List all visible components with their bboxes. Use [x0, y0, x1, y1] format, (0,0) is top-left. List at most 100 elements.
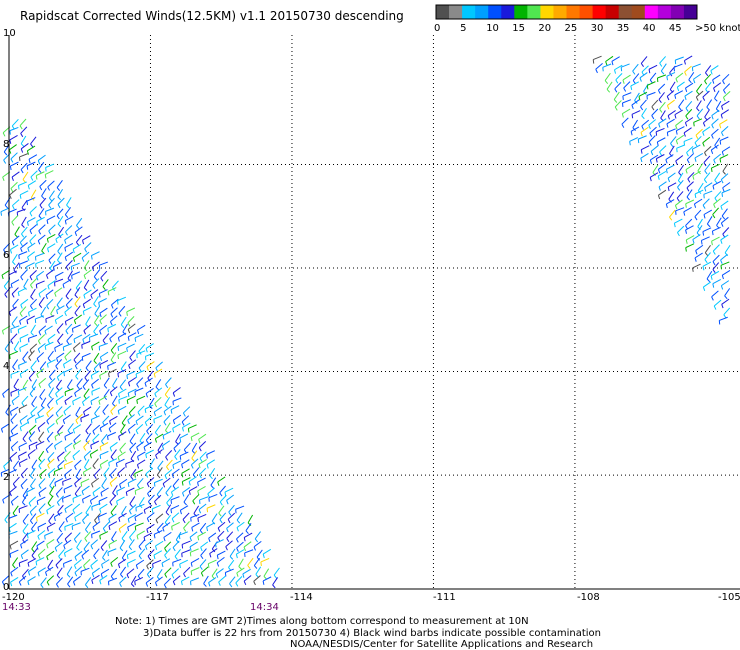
wind-barb-flag: [648, 69, 651, 74]
wind-barb-flag: [56, 386, 60, 391]
wind-barb: [11, 215, 19, 223]
wind-barb-flag: [130, 476, 134, 480]
wind-barb: [1, 468, 10, 474]
wind-barb-flag: [615, 79, 619, 84]
wind-barb: [92, 278, 100, 286]
wind-barb-flag: [629, 141, 631, 146]
wind-barb-flag: [138, 546, 142, 551]
wind-barb: [136, 395, 146, 401]
wind-barb: [144, 404, 154, 410]
wind-barb-flag: [18, 408, 21, 414]
wind-barb-flag: [64, 312, 67, 317]
wind-barb: [20, 135, 27, 144]
wind-barb-flag: [9, 249, 13, 254]
wind-barb-flag: [20, 133, 24, 138]
wind-barb: [11, 118, 19, 127]
wind-barb: [57, 197, 65, 205]
wind-barb: [666, 199, 675, 205]
wind-barb: [164, 541, 172, 549]
wind-barb-flag: [64, 538, 68, 543]
wind-barb-flag: [37, 554, 41, 559]
wind-barb: [90, 396, 100, 402]
wind-barb-flag: [85, 512, 89, 517]
wind-barb: [647, 81, 656, 86]
time-label-start: 14:33: [2, 602, 31, 613]
wind-barb-flag: [38, 331, 42, 336]
wind-barb-flag: [126, 563, 129, 568]
wind-barb: [683, 137, 693, 142]
wind-barb-flag: [107, 435, 109, 441]
legend-label: 35: [617, 23, 630, 34]
wind-barb: [37, 343, 46, 350]
wind-barb: [117, 467, 126, 474]
wind-barb: [58, 226, 65, 235]
wind-barb-flag: [84, 584, 89, 589]
wind-barb: [2, 575, 10, 583]
wind-barb-flag: [73, 319, 77, 325]
wind-barb-flag: [118, 517, 121, 522]
wind-barb-flag: [207, 493, 210, 498]
wind-barb: [1, 423, 10, 430]
wind-barb: [243, 541, 252, 548]
wind-barb: [30, 288, 36, 297]
wind-barb-flag: [660, 70, 665, 75]
wind-barb: [82, 352, 91, 358]
wind-barb-flag: [22, 387, 27, 391]
wind-barb: [135, 423, 144, 431]
wind-barb: [31, 548, 38, 556]
wind-barb-flag: [82, 520, 86, 525]
wind-barb: [199, 559, 207, 567]
wind-barb: [63, 359, 72, 365]
wind-barb: [173, 441, 181, 449]
wind-barb-flag: [165, 384, 169, 389]
wind-barb-flag: [163, 411, 167, 416]
wind-barb: [667, 182, 677, 188]
wind-barb: [9, 486, 17, 493]
wind-barb-flag: [80, 418, 82, 423]
wind-barb-flag: [27, 256, 30, 261]
wind-barb-flag: [20, 485, 24, 490]
wind-barb: [229, 548, 236, 557]
wind-barb-flag: [712, 269, 716, 273]
wind-barb-flag: [36, 373, 39, 379]
wind-barb-flag: [85, 529, 89, 533]
wind-barb-flag: [154, 403, 158, 408]
wind-barb: [154, 424, 161, 433]
wind-barb: [181, 459, 190, 465]
wind-barb: [163, 405, 172, 412]
wind-barb: [108, 368, 117, 374]
wind-barb: [121, 550, 128, 559]
wind-barb-flag: [20, 304, 23, 309]
wind-barb: [12, 199, 20, 206]
wind-barb-flag: [31, 548, 35, 553]
note-line-2: 3)Data buffer is 22 hrs from 20150730 4)…: [143, 628, 601, 639]
wind-barb-flag: [36, 221, 39, 226]
wind-barb: [102, 415, 110, 423]
wind-barb: [660, 63, 667, 72]
wind-barb: [136, 559, 145, 566]
wind-barb: [74, 305, 81, 314]
wind-barb-flag: [91, 391, 93, 396]
wind-barb-flag: [99, 580, 102, 585]
wind-barb: [56, 577, 63, 585]
wind-barb: [658, 118, 667, 124]
wind-barb: [189, 531, 198, 538]
wind-barb-flag: [685, 169, 688, 174]
wind-barb: [145, 433, 153, 441]
wind-barb-flag: [38, 438, 42, 443]
wind-barb: [117, 451, 126, 458]
wind-barb-flag: [128, 364, 131, 370]
wind-barb: [10, 161, 19, 167]
wind-barb-flag: [90, 545, 94, 550]
wind-barb: [135, 503, 145, 508]
wind-barb: [687, 172, 695, 180]
wind-barb-flag: [146, 565, 149, 570]
wind-barb-flag: [110, 304, 114, 309]
wind-barb-flag: [46, 219, 49, 225]
wind-barb: [118, 305, 126, 314]
wind-barb: [11, 395, 20, 402]
wind-barb-flag: [696, 107, 700, 112]
wind-barb: [242, 568, 251, 575]
legend-swatch: [475, 5, 489, 19]
wind-barb: [49, 369, 56, 377]
